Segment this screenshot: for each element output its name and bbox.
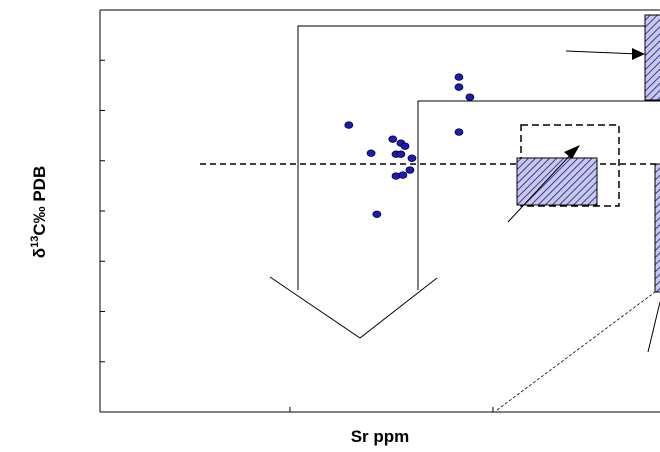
pointer-line bbox=[647, 301, 660, 353]
pointer-arrow bbox=[565, 50, 641, 55]
data-point bbox=[396, 150, 406, 158]
hatched-box bbox=[644, 14, 660, 101]
data-point bbox=[454, 83, 464, 91]
data-point bbox=[388, 135, 398, 143]
plot-area bbox=[99, 9, 660, 413]
y-label-part: δ bbox=[30, 248, 49, 258]
data-point bbox=[400, 142, 410, 150]
pointer-arrow bbox=[507, 150, 575, 223]
data-point bbox=[454, 73, 464, 81]
dashed-box bbox=[520, 124, 620, 207]
data-point bbox=[405, 166, 415, 174]
data-point bbox=[344, 121, 354, 129]
arrow-head bbox=[269, 276, 438, 339]
data-point bbox=[398, 171, 408, 179]
data-point bbox=[454, 128, 464, 136]
x-axis-label: Sr ppm bbox=[351, 427, 410, 446]
arrow-tip bbox=[632, 48, 645, 60]
y-label-sup: 13 bbox=[29, 236, 41, 248]
data-point bbox=[465, 93, 475, 101]
dashed-line bbox=[496, 291, 656, 411]
arrow-outline bbox=[297, 25, 645, 290]
data-point bbox=[372, 210, 382, 218]
hatched-box bbox=[516, 157, 598, 206]
arrow-outline bbox=[417, 100, 660, 290]
data-point bbox=[407, 154, 417, 162]
y-axis-label: δ13C‰ PDB bbox=[29, 166, 49, 258]
y-label-part: C‰ PDB bbox=[30, 166, 49, 236]
data-point bbox=[366, 149, 376, 157]
arrow-tip bbox=[564, 145, 580, 159]
hatched-box bbox=[654, 163, 660, 293]
